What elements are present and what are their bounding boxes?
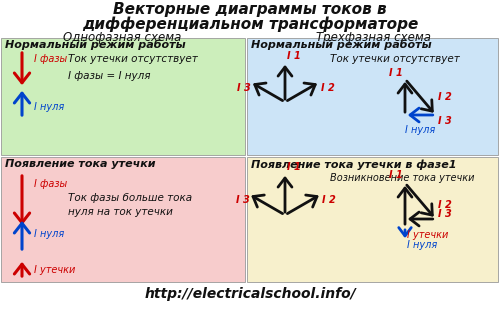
Text: I фазы: I фазы xyxy=(34,54,67,64)
Text: I 3: I 3 xyxy=(438,209,452,219)
Text: нуля на ток утечки: нуля на ток утечки xyxy=(68,207,173,217)
Bar xyxy=(1,157,245,282)
Text: I 2: I 2 xyxy=(438,92,452,102)
Text: I нуля: I нуля xyxy=(405,125,435,135)
Text: I 3: I 3 xyxy=(236,195,250,205)
Text: I 1: I 1 xyxy=(287,162,301,172)
Text: Нормальный режим работы: Нормальный режим работы xyxy=(5,40,186,50)
Text: I утечки: I утечки xyxy=(407,230,449,240)
Text: http://electricalschool.info/: http://electricalschool.info/ xyxy=(144,287,356,301)
Text: I фазы = I нуля: I фазы = I нуля xyxy=(68,71,150,81)
Bar xyxy=(247,38,498,155)
Text: I нуля: I нуля xyxy=(34,102,64,112)
Text: Появление тока утечки в фазе1: Появление тока утечки в фазе1 xyxy=(251,159,456,169)
Text: Ток утечки отсутствует: Ток утечки отсутствует xyxy=(68,54,198,64)
Text: Возникновение тока утечки: Возникновение тока утечки xyxy=(330,173,474,183)
Bar xyxy=(1,38,245,155)
Text: I 1: I 1 xyxy=(389,170,403,180)
Text: I 2: I 2 xyxy=(438,200,452,210)
Text: Появление тока утечки: Появление тока утечки xyxy=(5,159,156,169)
Text: I фазы: I фазы xyxy=(34,179,67,189)
Text: I 3: I 3 xyxy=(238,83,251,93)
Text: I утечки: I утечки xyxy=(34,265,76,275)
Text: Однофазная схема: Однофазная схема xyxy=(63,31,181,44)
Text: I 1: I 1 xyxy=(389,68,403,78)
Text: Векторные диаграммы токов в: Векторные диаграммы токов в xyxy=(113,2,387,17)
Text: I 2: I 2 xyxy=(322,195,336,205)
Text: Трехфазная схема: Трехфазная схема xyxy=(316,31,430,44)
Bar xyxy=(247,157,498,282)
Text: I нуля: I нуля xyxy=(407,240,437,250)
Text: Ток фазы больше тока: Ток фазы больше тока xyxy=(68,193,192,203)
Text: I 3: I 3 xyxy=(438,116,452,126)
Text: I нуля: I нуля xyxy=(34,229,64,239)
Text: Ток утечки отсутствует: Ток утечки отсутствует xyxy=(330,54,460,64)
Text: дифференциальном трансформаторе: дифференциальном трансформаторе xyxy=(82,16,418,32)
Text: Нормальный режим работы: Нормальный режим работы xyxy=(251,40,432,50)
Text: I 2: I 2 xyxy=(320,83,334,93)
Text: I 1: I 1 xyxy=(287,51,301,61)
